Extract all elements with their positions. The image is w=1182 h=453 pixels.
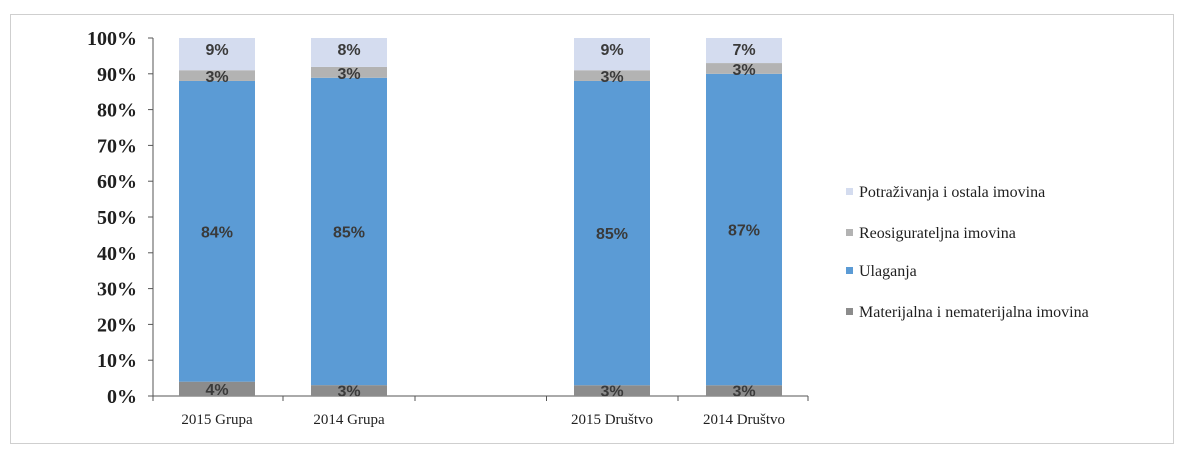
bars [179,38,782,396]
bar-segment [706,385,782,396]
data-label: 9% [600,42,623,59]
data-label: 85% [333,224,365,241]
bar-segment [311,66,387,78]
bar-segment [706,73,782,386]
x-tick-label: 2015 Društvo [571,412,653,428]
x-tick-label: 2014 Društvo [703,412,785,428]
bar-segment [179,38,255,71]
bar-segment [311,77,387,386]
legend-swatch [846,188,853,195]
data-label: 9% [205,42,228,59]
y-tick-label: 20% [97,314,137,336]
data-label: 3% [732,384,755,401]
bar-segment [311,38,387,67]
bar-segment [179,80,255,382]
legend: Potraživanja i ostala imovina Reosigurate… [846,184,1089,321]
y-tick-label: 0% [107,386,137,408]
bar-segment [179,381,255,396]
bar-segment [311,385,387,396]
legend-label: Potraživanja i ostala imovina [859,184,1045,201]
bar-segment [706,63,782,74]
legend-swatch [846,267,853,274]
data-label: 3% [600,384,623,401]
y-tick-label: 40% [97,243,137,265]
y-tick-label: 50% [97,207,137,229]
y-tick-label: 60% [97,171,137,193]
bar-segment [706,38,782,64]
data-label: 7% [732,42,755,59]
y-tick-label: 80% [97,100,137,122]
legend-label: Materijalna i nematerijalna imovina [859,304,1089,321]
data-label: 4% [205,382,228,399]
data-label: 3% [732,62,755,79]
data-label: 3% [337,66,360,83]
y-tick-label: 70% [97,135,137,157]
bar-segment [574,38,650,71]
bar-segment [574,70,650,81]
bar-segment [179,70,255,81]
y-tick-label: 100% [87,28,137,50]
axes: 0% 10% 20% 30% 40% 50% 60% 70% 80% 90% 100% 2015 Gr… [87,28,809,428]
data-label: 85% [596,226,628,243]
y-tick-label: 30% [97,279,137,301]
data-label: 8% [337,42,360,59]
legend-label: Ulaganja [859,263,917,280]
legend-swatch [846,229,853,236]
legend-label: Reosigurateljna imovina [859,225,1016,242]
bar-segment [574,385,650,396]
data-label: 3% [600,69,623,86]
data-labels: 4% 84% 3% 9% 3% 85% 3% 8% 3% 85% 3% 9% 3% 87% 3% 7% [201,42,760,401]
data-label: 3% [337,384,360,401]
data-label: 3% [205,69,228,86]
y-tick-label: 90% [97,64,137,86]
x-tick-label: 2014 Grupa [313,412,385,428]
x-tick-label: 2015 Grupa [181,412,253,428]
legend-swatch [846,308,853,315]
data-label: 84% [201,224,233,241]
data-label: 87% [728,223,760,240]
bar-segment [574,80,650,386]
y-tick-label: 10% [97,350,137,372]
